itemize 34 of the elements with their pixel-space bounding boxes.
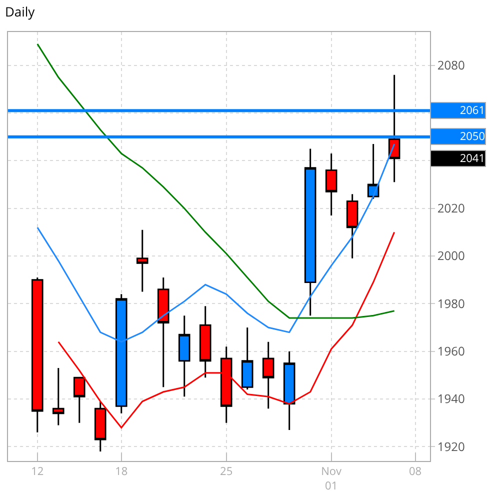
candlestick	[283, 350, 296, 431]
y-tick-label: 1920	[437, 438, 465, 455]
ref-line-label: 2050	[460, 129, 485, 144]
candlestick	[178, 314, 190, 398]
line-series	[36, 43, 396, 319]
x-tick-label: 25	[220, 464, 233, 480]
x-tick-label: 18	[115, 464, 128, 480]
candlestick	[304, 148, 316, 316]
y-tick-label: 2000	[437, 247, 465, 264]
chart-title: Daily	[4, 2, 36, 20]
y-tick-label: 2080	[437, 56, 465, 74]
text: 2041	[460, 151, 485, 166]
candlestick	[73, 376, 86, 424]
candlestick	[52, 367, 64, 426]
candlestick	[136, 229, 148, 293]
line-series	[36, 143, 396, 343]
candlestick	[325, 152, 338, 216]
ref-line-label: 2061	[460, 103, 485, 118]
y-tick-label: 1980	[437, 294, 465, 312]
y-tick-label: 1960	[437, 342, 465, 360]
candlestick	[115, 293, 128, 414]
candlestick	[157, 276, 170, 388]
x-tick-label: 08	[409, 464, 422, 480]
candlestick	[241, 326, 254, 390]
candlestick	[262, 341, 274, 410]
candlestick	[367, 143, 380, 200]
x-tick-label: 12	[31, 464, 44, 480]
candlestick	[388, 74, 400, 183]
y-tick-label: 2020	[437, 200, 465, 217]
y-tick-label: 1940	[437, 390, 465, 408]
x-tick-label: Nov 01	[321, 464, 342, 491]
candlestick	[220, 346, 232, 424]
candlestick	[199, 305, 212, 378]
candlestick	[346, 193, 358, 260]
